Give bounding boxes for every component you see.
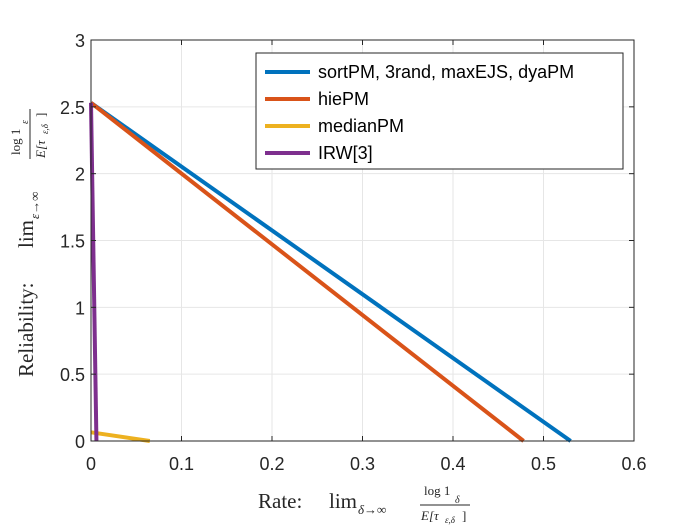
y-tick-label: 1.5 [60,232,85,252]
series-layer [89,101,572,443]
x-axis-label-sub: δ→∞ [358,502,386,517]
x-tick-label: 0.6 [621,454,646,474]
y-axis-label-num: log 1 [8,129,23,155]
y-tick-label: 1 [75,298,85,318]
y-axis-label-num-den: ε [20,120,31,124]
x-axis-label: Rate: lim δ→∞ log 1 δ E[τ ε,δ ] [258,483,470,525]
x-tick-label: 0.5 [531,454,556,474]
y-tick-label: 2 [75,165,85,185]
y-tick-label: 0.5 [60,365,85,385]
legend-label: hiePM [318,89,369,109]
x-tick-labels: 0 0.1 0.2 0.3 0.4 0.5 0.6 [86,454,647,474]
y-axis-label-sub: ε→∞ [27,192,42,219]
x-tick-label: 0.2 [259,454,284,474]
x-axis-label-prefix: Rate: [258,489,302,513]
legend-label: IRW[3] [318,143,373,163]
y-axis-label-prefix: Reliability: [14,283,38,378]
series-line-sortpm-3rand-maxejs-dyapm [89,101,572,443]
y-axis-label-lim: lim [14,220,38,248]
series-line-irw-3 [89,102,99,442]
y-tick-label: 0 [75,432,85,452]
y-axis-label-den-close: ] [33,113,48,117]
y-axis-label-den: E[τ [33,139,48,159]
legend: sortPM, 3rand, maxEJS, dyaPM hiePM medianP… [255,52,624,170]
series-line-hiepm [89,101,525,443]
y-axis-label-den-sub: ε,δ [40,123,50,134]
x-axis-label-den: E[τ [420,508,440,523]
legend-box [255,52,624,170]
y-tick-label: 3 [75,31,85,51]
y-axis-label: Reliability: lim ε→∞ log 1 ε E[τ ε,δ ] [8,109,50,377]
x-tick-label: 0.4 [440,454,465,474]
legend-items: sortPM, 3rand, maxEJS, dyaPM hiePM medianP… [265,62,574,163]
legend-label: sortPM, 3rand, maxEJS, dyaPM [318,62,574,82]
y-tick-label: 2.5 [60,98,85,118]
x-tick-label: 0.3 [350,454,375,474]
x-axis-label-num: log 1 [424,483,450,498]
series-line-medianpm [90,430,151,443]
legend-label: medianPM [318,116,404,136]
x-axis-label-lim: lim [329,489,357,513]
x-axis-label-den-close: ] [462,508,466,523]
x-tick-label: 0 [86,454,96,474]
x-axis-label-num-den: δ [455,495,460,506]
axis-ticks [90,39,635,442]
y-tick-labels: 0 0.5 1 1.5 2 2.5 3 [60,31,85,452]
x-tick-label: 0.1 [169,454,194,474]
x-axis-label-den-sub: ε,δ [445,515,456,525]
